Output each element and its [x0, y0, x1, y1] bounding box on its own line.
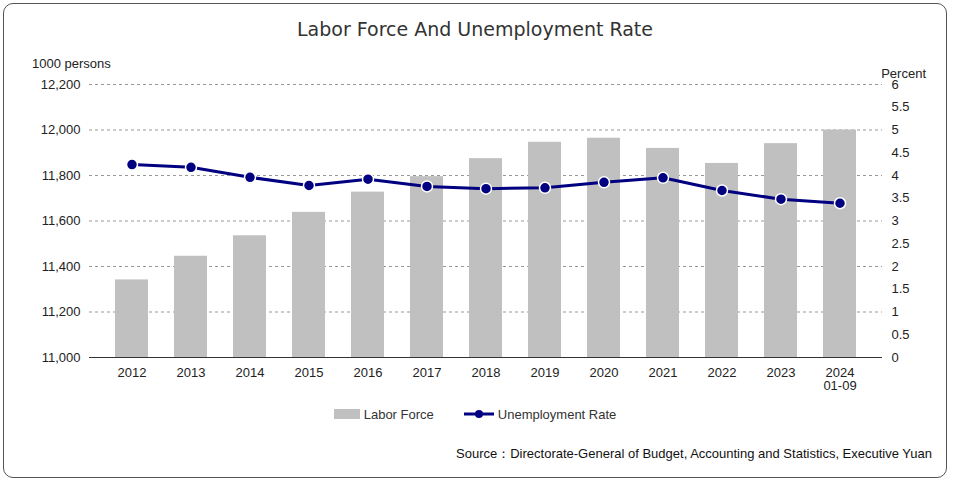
svg-text:2020: 2020 [590, 365, 619, 380]
svg-text:12,200: 12,200 [41, 77, 81, 92]
svg-text:2012: 2012 [118, 365, 147, 380]
svg-text:2016: 2016 [354, 365, 383, 380]
svg-text:4.5: 4.5 [892, 145, 910, 160]
svg-text:2017: 2017 [413, 365, 442, 380]
svg-text:2015: 2015 [295, 365, 324, 380]
svg-text:12,000: 12,000 [41, 122, 81, 137]
svg-text:2019: 2019 [531, 365, 560, 380]
svg-text:2.5: 2.5 [892, 236, 910, 251]
svg-text:11,000: 11,000 [42, 350, 81, 365]
svg-text:2013: 2013 [177, 365, 206, 380]
html-text:Source：Directorate-General of: Source：Directorate-General of Budget, Ac… [456, 446, 932, 461]
svg-text:2023: 2023 [767, 365, 796, 380]
svg-text:2018: 2018 [472, 365, 501, 380]
html-text:Labor Force: Labor Force [363, 406, 434, 422]
html-text:Labor Force And Unemployment R: Labor Force And Unemployment Rate [297, 18, 653, 40]
svg-text:0.5: 0.5 [892, 327, 910, 342]
svg-text:4: 4 [892, 168, 899, 183]
svg-text:5.5: 5.5 [892, 99, 910, 114]
svg-text:1: 1 [892, 304, 899, 319]
html-text:Percent: Percent [881, 66, 926, 81]
svg-text:11,800: 11,800 [42, 168, 81, 183]
svg-text:2021: 2021 [649, 365, 678, 380]
svg-text:1.5: 1.5 [892, 281, 910, 296]
svg-text:2022: 2022 [708, 365, 737, 380]
svg-text:202401-09: 202401-09 [823, 365, 856, 393]
svg-text:5: 5 [892, 122, 899, 137]
html-text:1000 persons: 1000 persons [32, 56, 111, 71]
svg-text:0: 0 [892, 350, 899, 365]
svg-text:3.5: 3.5 [892, 190, 910, 205]
svg-text:11,600: 11,600 [42, 213, 81, 228]
svg-text:6: 6 [892, 77, 899, 92]
svg-text:3: 3 [892, 213, 899, 228]
svg-text:2014: 2014 [236, 365, 265, 380]
html-text:Unemployment Rate: Unemployment Rate [497, 406, 617, 422]
svg-text:11,200: 11,200 [42, 304, 81, 319]
svg-text:2: 2 [892, 259, 899, 274]
svg-text:11,400: 11,400 [42, 259, 81, 274]
